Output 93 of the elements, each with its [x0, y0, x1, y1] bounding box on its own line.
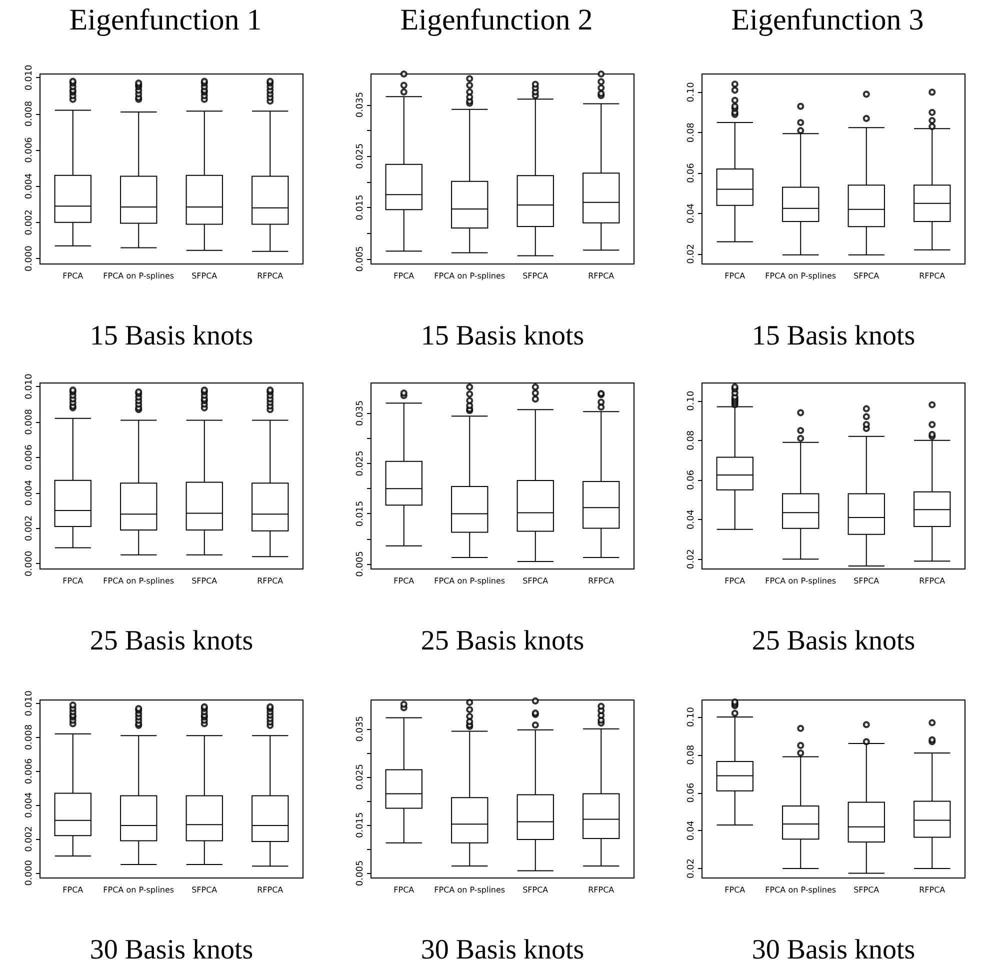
y-tick-label: 0.04: [686, 820, 696, 841]
x-tick-label: FPCA: [724, 272, 746, 280]
x-tick-label: FPCA: [394, 576, 415, 586]
y-tick-label: 0.008: [24, 408, 34, 435]
y-tick-label: 0.06: [686, 470, 696, 490]
x-tick-label: FPCA: [724, 886, 746, 894]
chart-title: Eigenfunction 2: [400, 4, 593, 36]
y-tick-label: 0.010: [24, 690, 34, 716]
y-tick-label: 0.10: [686, 706, 696, 728]
x-tick-label: SFPCA: [192, 886, 218, 894]
y-tick-label: 0.04: [686, 203, 696, 224]
y-tick-label: 0.004: [24, 173, 34, 200]
x-tick-label: FPCA: [62, 576, 84, 586]
x-tick-label: RFPCA: [257, 272, 284, 280]
x-axis-title: 30 Basis knots: [420, 934, 584, 966]
x-tick-label: FPCA on P-splines: [103, 886, 174, 894]
x-tick-label: FPCA: [62, 272, 84, 280]
x-tick-label: RFPCA: [588, 272, 615, 280]
x-tick-label: RFPCA: [919, 576, 946, 586]
x-axis-title: 15 Basis knots: [90, 320, 254, 352]
y-tick-label: 0.015: [356, 194, 366, 220]
y-tick-label: 0.002: [24, 826, 34, 852]
x-tick-label: FPCA on P-splines: [103, 576, 174, 586]
y-tick-label: 0.008: [24, 724, 34, 750]
x-tick-label: RFPCA: [588, 576, 615, 586]
x-tick-label: SFPCA: [192, 576, 218, 586]
x-axis-title: 25 Basis knots: [90, 626, 254, 656]
x-tick-label: RFPCA: [919, 272, 946, 280]
x-tick-label: SFPCA: [854, 576, 880, 586]
chart-title: Eigenfunction 3: [731, 4, 924, 36]
y-tick-label: 0.008: [24, 100, 34, 127]
y-tick-label: 0.035: [356, 400, 366, 426]
x-tick-label: SFPCA: [854, 272, 880, 280]
x-axis-title: 25 Basis knots: [420, 626, 584, 656]
y-tick-label: 0.06: [686, 782, 696, 803]
y-tick-label: 0.025: [356, 143, 366, 170]
y-tick-label: 0.002: [24, 515, 34, 542]
x-axis-title: 15 Basis knots: [420, 320, 584, 352]
x-tick-label: FPCA: [62, 886, 84, 894]
y-tick-label: 0.04: [686, 509, 696, 530]
x-axis-title: 30 Basis knots: [90, 934, 254, 966]
y-tick-label: 0.010: [24, 64, 34, 90]
y-tick-label: 0.005: [356, 246, 366, 272]
y-tick-label: 0.02: [686, 244, 696, 264]
y-tick-label: 0.06: [686, 162, 696, 184]
y-tick-label: 0.005: [356, 551, 366, 577]
x-tick-label: FPCA: [394, 886, 415, 894]
y-tick-label: 0.02: [686, 858, 696, 879]
y-tick-label: 0.002: [24, 210, 34, 236]
x-tick-label: SFPCA: [522, 272, 549, 280]
y-tick-label: 0.010: [24, 373, 34, 400]
x-tick-label: FPCA on P-splines: [434, 272, 506, 280]
y-tick-label: 0.000: [24, 860, 34, 886]
x-tick-label: RFPCA: [257, 576, 284, 586]
y-tick-label: 0.02: [686, 549, 696, 570]
x-tick-label: RFPCA: [919, 886, 946, 894]
x-tick-label: SFPCA: [522, 576, 549, 586]
x-tick-label: FPCA on P-splines: [765, 886, 836, 894]
y-tick-label: 0.08: [686, 430, 696, 450]
y-tick-label: 0.035: [356, 92, 366, 118]
y-tick-label: 0.006: [24, 444, 34, 470]
x-tick-label: FPCA on P-splines: [765, 272, 836, 280]
y-tick-label: 0.015: [356, 500, 366, 527]
y-tick-label: 0.08: [686, 744, 696, 765]
y-tick-label: 0.10: [686, 82, 696, 102]
x-tick-label: RFPCA: [257, 886, 284, 894]
y-tick-label: 0.035: [356, 716, 366, 742]
y-tick-label: 0.025: [356, 450, 366, 476]
y-tick-label: 0.025: [356, 764, 366, 790]
y-tick-label: 0.015: [356, 812, 366, 838]
x-axis-title: 15 Basis knots: [752, 320, 916, 352]
x-axis-title: 25 Basis knots: [752, 626, 916, 656]
x-axis-title: 30 Basis knots: [752, 934, 916, 966]
y-tick-label: 0.08: [686, 122, 696, 143]
x-tick-label: RFPCA: [588, 886, 615, 894]
y-tick-label: 0.004: [24, 792, 34, 818]
x-tick-label: SFPCA: [854, 886, 880, 894]
y-tick-label: 0.10: [686, 390, 696, 411]
x-tick-label: FPCA on P-splines: [765, 576, 836, 586]
y-tick-label: 0.006: [24, 136, 34, 163]
y-tick-label: 0.000: [24, 245, 34, 272]
x-tick-label: FPCA: [394, 272, 415, 280]
y-tick-label: 0.000: [24, 550, 34, 577]
x-tick-label: FPCA: [724, 576, 746, 586]
x-tick-label: SFPCA: [192, 272, 218, 280]
chart-title: Eigenfunction 1: [69, 4, 262, 36]
x-tick-label: SFPCA: [522, 886, 549, 894]
y-tick-label: 0.006: [24, 758, 34, 784]
y-tick-label: 0.004: [24, 480, 34, 506]
x-tick-label: FPCA on P-splines: [103, 272, 174, 280]
x-tick-label: FPCA on P-splines: [434, 576, 506, 586]
y-tick-label: 0.005: [356, 860, 366, 886]
x-tick-label: FPCA on P-splines: [434, 886, 506, 894]
